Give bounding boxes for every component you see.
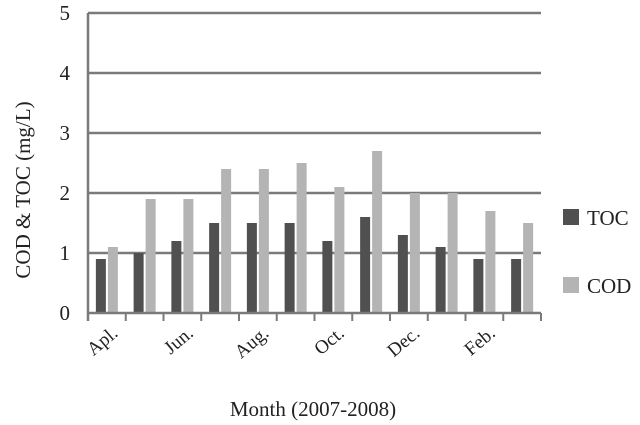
bar-toc-7 bbox=[360, 217, 371, 313]
y-tick-label: 3 bbox=[60, 121, 71, 145]
bar-cod-6 bbox=[334, 187, 345, 313]
bar-toc-11 bbox=[511, 259, 522, 313]
bar-cod-7 bbox=[372, 151, 383, 313]
legend-label-cod: COD bbox=[587, 274, 631, 298]
legend: TOC COD bbox=[563, 206, 631, 298]
bar-cod-9 bbox=[447, 193, 458, 313]
y-tick-label: 5 bbox=[60, 1, 71, 25]
bar-toc-8 bbox=[397, 235, 408, 313]
bar-toc-9 bbox=[435, 247, 446, 313]
bar-toc-0 bbox=[95, 259, 106, 313]
bar-cod-4 bbox=[258, 169, 269, 313]
bar-toc-4 bbox=[246, 223, 257, 313]
bar-cod-5 bbox=[296, 163, 307, 313]
x-tick-label: Jun. bbox=[160, 323, 197, 359]
x-tick-label: Aug. bbox=[231, 323, 273, 363]
x-tick-labels: Apl. Jun. Aug. Oct. Dec. Feb. bbox=[83, 323, 499, 363]
bar-cod-11 bbox=[523, 223, 534, 313]
bar-toc-5 bbox=[284, 223, 295, 313]
x-axis-title: Month (2007-2008) bbox=[230, 397, 396, 421]
legend-swatch-cod bbox=[563, 277, 579, 293]
y-tick-label: 1 bbox=[60, 241, 71, 265]
gridlines bbox=[88, 11, 541, 255]
bar-toc-3 bbox=[209, 223, 220, 313]
x-tick-label: Oct. bbox=[310, 323, 348, 360]
bar-cod-0 bbox=[107, 247, 118, 313]
axes bbox=[86, 13, 542, 321]
bars bbox=[95, 151, 534, 313]
x-tick-label: Dec. bbox=[384, 323, 425, 362]
bar-cod-1 bbox=[145, 199, 156, 313]
bar-toc-1 bbox=[133, 253, 144, 313]
y-tick-label: 4 bbox=[60, 61, 71, 85]
bar-cod-8 bbox=[409, 193, 420, 313]
legend-label-toc: TOC bbox=[587, 206, 629, 230]
bar-toc-10 bbox=[473, 259, 484, 313]
bar-toc-2 bbox=[171, 241, 182, 313]
bar-cod-3 bbox=[221, 169, 232, 313]
x-tick-label: Apl. bbox=[83, 323, 122, 360]
bar-cod-2 bbox=[183, 199, 194, 313]
bar-toc-6 bbox=[322, 241, 333, 313]
y-tick-label: 0 bbox=[60, 301, 71, 325]
x-tick-label: Feb. bbox=[461, 323, 500, 360]
y-axis-title: COD & TOC (mg/L) bbox=[11, 101, 35, 278]
y-tick-label: 2 bbox=[60, 181, 71, 205]
bar-cod-10 bbox=[485, 211, 496, 313]
y-tick-labels: 0 1 2 3 4 5 bbox=[60, 1, 71, 325]
legend-swatch-toc bbox=[563, 209, 579, 225]
